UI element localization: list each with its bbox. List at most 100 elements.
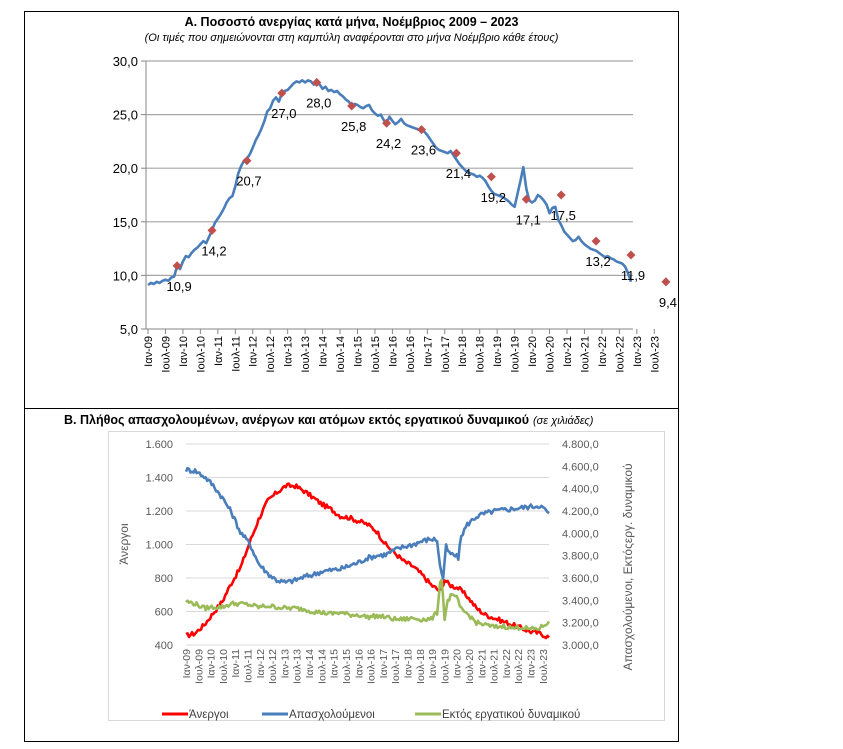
- y-axis-label-left: Άνεργοι: [117, 523, 131, 565]
- chart-a-subtitle: (Οι τιμές που σημειώνονται στη καμπύλη α…: [144, 32, 559, 44]
- legend-item-unemployed: Άνεργοι: [162, 709, 229, 721]
- y-tick-label-right: 4.200,0: [562, 506, 599, 518]
- x-tick-label: Ιουλ-16: [366, 649, 378, 684]
- chart-b-title-text: Β. Πλήθος απασχολουμένων, ανέργων και ατ…: [64, 413, 530, 427]
- x-tick-label: Ιαν-16: [387, 336, 399, 367]
- x-tick-label: Ιουλ-13: [300, 336, 312, 373]
- x-tick-label: Ιουλ-09: [160, 336, 172, 373]
- chart-b-title: Β. Πλήθος απασχολουμένων, ανέργων και ατ…: [64, 413, 593, 427]
- x-tick-label: Ιαν-14: [304, 649, 316, 679]
- y-tick-label-right: 4.800,0: [562, 439, 599, 451]
- y-tick-label: 5,0: [120, 322, 138, 337]
- y-tick-label-right: 3.400,0: [562, 595, 599, 607]
- y-tick-label: 10,0: [113, 268, 138, 283]
- november-marker: [172, 261, 182, 271]
- x-tick-label: Ιαν-10: [206, 649, 218, 679]
- x-tick-label: Ιουλ-23: [649, 336, 661, 373]
- x-tick-label: Ιουλ-10: [195, 336, 207, 373]
- x-tick-label: Ιαν-13: [283, 336, 295, 367]
- x-tick-label: Ιουλ-10: [218, 649, 230, 684]
- x-tick-label: Ιουλ-22: [513, 649, 525, 684]
- x-tick-label: Ιουλ-09: [193, 649, 205, 684]
- x-tick-label: Ιουλ-15: [341, 649, 353, 684]
- november-data-label: 17,5: [551, 208, 576, 223]
- november-data-label: 9,4: [659, 295, 677, 310]
- november-data-label: 28,0: [306, 95, 331, 110]
- legend-item-employed: Απασχολούμενοι: [262, 709, 375, 721]
- x-tick-label: Ιουλ-17: [440, 336, 452, 373]
- x-tick-label: Ιαν-09: [143, 336, 155, 367]
- x-tick-label: Ιαν-13: [279, 649, 291, 679]
- legend-label: Εκτός εργατικού δυναμικού: [442, 709, 580, 721]
- november-marker: [416, 125, 427, 135]
- chart-b-area: [108, 431, 665, 721]
- x-tick-label: Ιαν-10: [178, 336, 190, 367]
- panel-divider: [24, 408, 679, 409]
- november-marker: [486, 172, 496, 182]
- x-tick-label: Ιαν-15: [329, 649, 341, 679]
- x-tick-label: Ιαν-11: [213, 336, 225, 366]
- y-tick-label-left: 600: [155, 607, 173, 619]
- x-tick-label: Ιουλ-18: [415, 649, 427, 684]
- november-data-label: 20,7: [236, 174, 261, 189]
- x-tick-label: Ιαν-15: [352, 336, 364, 367]
- legend-item-outside-labour-force: Εκτός εργατικού δυναμικού: [415, 709, 580, 721]
- november-marker: [661, 277, 671, 287]
- x-tick-label: Ιουλ-20: [464, 649, 476, 684]
- x-tick-label: Ιουλ-20: [545, 336, 557, 373]
- y-axis-label-right: Απασχολούμενοι, Εκτόςεργ. δυναμικού: [621, 463, 635, 670]
- x-tick-label: Ιουλ-12: [265, 336, 277, 373]
- employed-line: [184, 466, 550, 585]
- y-tick-label-left: 400: [155, 640, 173, 652]
- x-tick-label: Ιαν-18: [457, 336, 469, 367]
- x-tick-label: Ιουλ-11: [243, 649, 255, 683]
- y-tick-label-right: 4.600,0: [562, 461, 599, 473]
- x-tick-label: Ιουλ-16: [405, 336, 417, 373]
- y-tick-label-left: 1.600: [145, 439, 173, 451]
- chart-b-title-unit: (σε χιλιάδες): [533, 415, 594, 427]
- y-tick-label-right: 4.000,0: [562, 528, 599, 540]
- x-tick-label: Ιαν-19: [492, 336, 504, 367]
- november-data-label: 25,8: [341, 119, 366, 134]
- y-tick-label-left: 800: [155, 573, 173, 585]
- november-data-label: 14,2: [201, 243, 226, 258]
- x-tick-label: Ιαν-18: [402, 649, 414, 679]
- x-tick-label: Ιουλ-21: [489, 649, 501, 684]
- x-tick-label: Ιουλ-19: [439, 649, 451, 684]
- november-marker: [207, 225, 217, 235]
- x-tick-label: Ιουλ-23: [538, 649, 550, 684]
- x-tick-label: Ιουλ-18: [475, 336, 487, 373]
- x-tick-label: Ιουλ-19: [510, 336, 522, 373]
- x-tick-label: Ιαν-21: [562, 336, 574, 367]
- chart-a-title: Α. Ποσοστό ανεργίας κατά μήνα, Νοέμβριος…: [184, 15, 519, 29]
- november-data-label: 23,6: [411, 143, 436, 158]
- y-tick-label: 25,0: [113, 108, 138, 123]
- x-tick-label: Ιουλ-17: [390, 649, 402, 684]
- x-tick-label: Ιαν-21: [476, 649, 488, 679]
- y-tick-label-right: 4.400,0: [562, 484, 599, 496]
- x-tick-label: Ιαν-23: [526, 649, 538, 679]
- x-tick-label: Ιαν-12: [255, 649, 267, 679]
- november-data-label: 21,4: [446, 166, 471, 181]
- november-data-label: 10,9: [166, 279, 191, 294]
- legend-label: Απασχολούμενοι: [289, 709, 375, 721]
- unemployed-line: [185, 482, 550, 640]
- november-data-label: 11,9: [621, 268, 645, 283]
- x-tick-label: Ιαν-17: [422, 336, 434, 367]
- x-tick-label: Ιουλ-13: [292, 649, 304, 684]
- november-data-label: 17,1: [516, 212, 541, 227]
- x-tick-label: Ιουλ-15: [370, 336, 382, 373]
- x-tick-label: Ιουλ-12: [267, 649, 279, 684]
- x-tick-label: Ιουλ-14: [335, 336, 347, 373]
- x-tick-label: Ιουλ-21: [579, 336, 591, 373]
- y-tick-label-left: 1.400: [145, 473, 173, 485]
- figure-frame: [24, 11, 679, 742]
- november-marker: [521, 194, 531, 204]
- x-tick-label: Ιαν-23: [632, 336, 644, 367]
- y-tick-label-right: 3.600,0: [562, 573, 599, 585]
- x-tick-label: Ιαν-20: [527, 336, 539, 367]
- x-tick-label: Ιαν-12: [248, 336, 260, 367]
- y-tick-label-right: 3.000,0: [562, 640, 599, 652]
- x-tick-label: Ιαν-19: [427, 649, 439, 679]
- november-data-label: 24,2: [376, 136, 401, 151]
